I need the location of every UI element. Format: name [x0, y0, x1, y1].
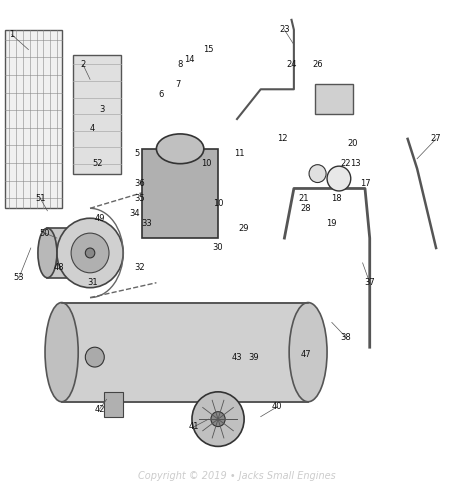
Text: 34: 34	[130, 209, 140, 218]
Text: 7: 7	[175, 80, 181, 89]
Circle shape	[192, 392, 244, 446]
Text: 18: 18	[331, 194, 342, 203]
Text: 8: 8	[177, 60, 183, 69]
Text: 39: 39	[248, 353, 259, 362]
Text: 49: 49	[94, 214, 105, 223]
Text: Copyright © 2019 • Jacks Small Engines: Copyright © 2019 • Jacks Small Engines	[138, 471, 336, 481]
Circle shape	[85, 248, 95, 258]
Text: 42: 42	[94, 405, 105, 414]
Text: 29: 29	[239, 224, 249, 233]
Text: 33: 33	[142, 219, 152, 228]
Text: 37: 37	[365, 278, 375, 287]
Text: 10: 10	[201, 159, 211, 168]
Bar	[47, 228, 104, 278]
Text: 35: 35	[135, 194, 145, 203]
Text: 22: 22	[341, 159, 351, 168]
Text: 3: 3	[99, 105, 105, 114]
Text: 6: 6	[158, 90, 164, 99]
Text: 15: 15	[203, 45, 214, 54]
Text: 4: 4	[90, 124, 95, 133]
Text: 5: 5	[135, 149, 140, 158]
Text: 13: 13	[350, 159, 361, 168]
Text: 32: 32	[135, 263, 145, 272]
Text: 14: 14	[184, 55, 195, 64]
Circle shape	[309, 165, 326, 183]
Text: 53: 53	[14, 273, 24, 282]
Circle shape	[85, 347, 104, 367]
Text: 28: 28	[301, 204, 311, 213]
Text: 51: 51	[35, 194, 46, 203]
Text: 48: 48	[54, 263, 64, 272]
Text: 43: 43	[232, 353, 242, 362]
Text: 12: 12	[277, 134, 287, 143]
Bar	[73, 55, 121, 174]
Circle shape	[71, 233, 109, 273]
Text: 50: 50	[40, 229, 50, 238]
Text: 47: 47	[301, 350, 311, 359]
Text: 31: 31	[87, 278, 98, 287]
Text: 23: 23	[279, 25, 290, 34]
Text: 27: 27	[431, 134, 441, 143]
Bar	[315, 84, 353, 114]
Text: 19: 19	[327, 219, 337, 228]
Text: 21: 21	[298, 194, 309, 203]
Text: 20: 20	[348, 139, 358, 148]
Text: 38: 38	[341, 333, 351, 342]
Text: 17: 17	[360, 179, 370, 188]
Text: 1: 1	[9, 30, 15, 39]
Text: 41: 41	[189, 422, 200, 431]
Circle shape	[57, 218, 123, 288]
Bar	[5, 30, 62, 208]
Bar	[62, 303, 308, 402]
Text: 52: 52	[92, 159, 102, 168]
Text: 2: 2	[80, 60, 86, 69]
Circle shape	[327, 166, 351, 191]
Ellipse shape	[289, 303, 327, 402]
Text: 24: 24	[286, 60, 297, 69]
Ellipse shape	[45, 303, 78, 402]
Text: 10: 10	[213, 199, 223, 208]
Text: 30: 30	[213, 244, 223, 252]
Circle shape	[211, 412, 225, 427]
Text: 26: 26	[312, 60, 323, 69]
Text: 40: 40	[272, 402, 283, 411]
Bar	[142, 149, 218, 238]
Bar	[104, 392, 123, 417]
Text: 11: 11	[234, 149, 245, 158]
Text: 36: 36	[135, 179, 145, 188]
Ellipse shape	[38, 228, 57, 278]
Ellipse shape	[156, 134, 204, 164]
